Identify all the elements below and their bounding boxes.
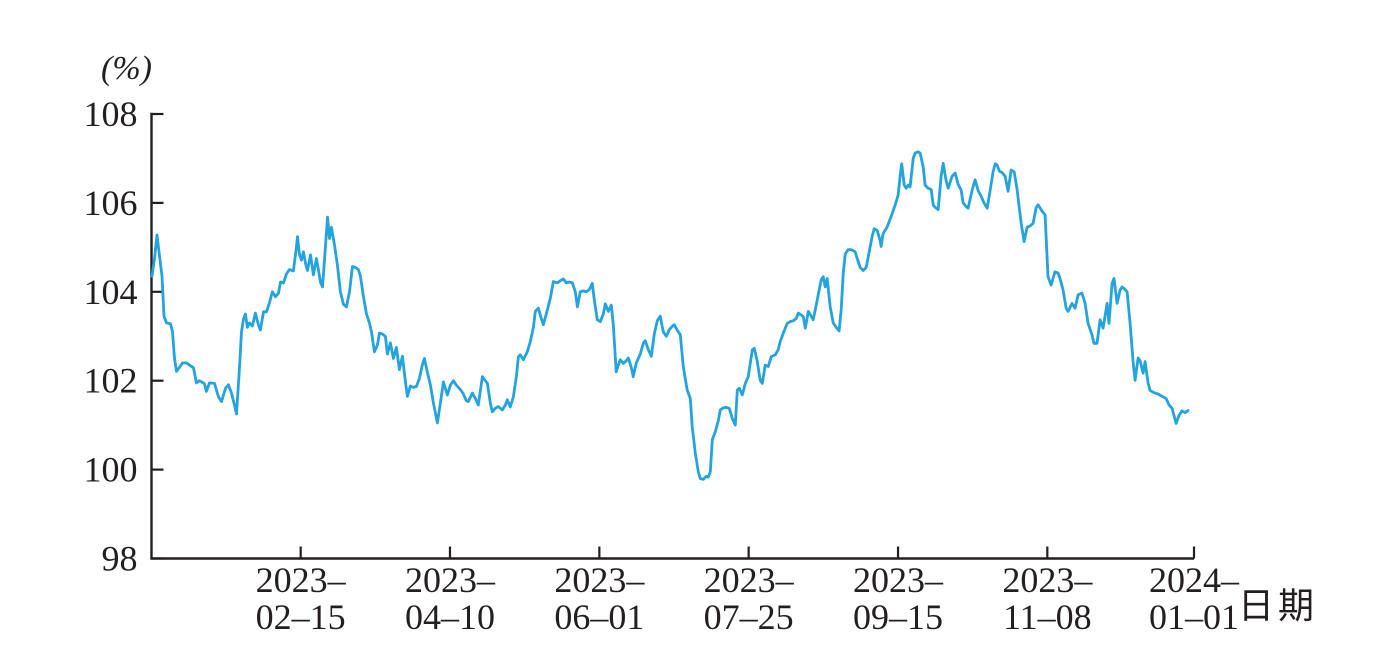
x-tick-label-line1: 2023– bbox=[704, 560, 795, 600]
y-tick-label: 98 bbox=[102, 539, 138, 579]
axis-frame bbox=[150, 112, 1194, 560]
x-tick-label-line1: 2023– bbox=[405, 560, 496, 600]
y-tick-label: 108 bbox=[84, 94, 138, 134]
data-line bbox=[150, 150, 1190, 481]
x-tick-label-line2: 07–25 bbox=[704, 597, 794, 637]
x-tick-label-line1: 2023– bbox=[256, 560, 347, 600]
x-tick-label-line2: 06–01 bbox=[554, 597, 644, 637]
y-axis-unit-label: (%) bbox=[101, 50, 152, 87]
x-axis-title: 日期 bbox=[1238, 586, 1319, 626]
x-tick-label-line2: 01–01 bbox=[1149, 597, 1239, 637]
y-tick-label: 106 bbox=[84, 183, 138, 223]
x-tick-label-line1: 2024– bbox=[1149, 560, 1240, 600]
x-tick-label-line1: 2023– bbox=[853, 560, 944, 600]
x-tick-label-line2: 11–08 bbox=[1003, 597, 1092, 637]
y-tick-label: 102 bbox=[84, 361, 138, 401]
x-tick-label-line2: 04–10 bbox=[405, 597, 495, 637]
y-tick-label: 104 bbox=[84, 272, 138, 312]
x-tick-label-line1: 2023– bbox=[1002, 560, 1093, 600]
x-tick-label-line1: 2023– bbox=[554, 560, 645, 600]
y-tick-label: 100 bbox=[84, 450, 138, 490]
x-tick-label-line2: 02–15 bbox=[256, 597, 346, 637]
x-tick-label-line2: 09–15 bbox=[853, 597, 943, 637]
